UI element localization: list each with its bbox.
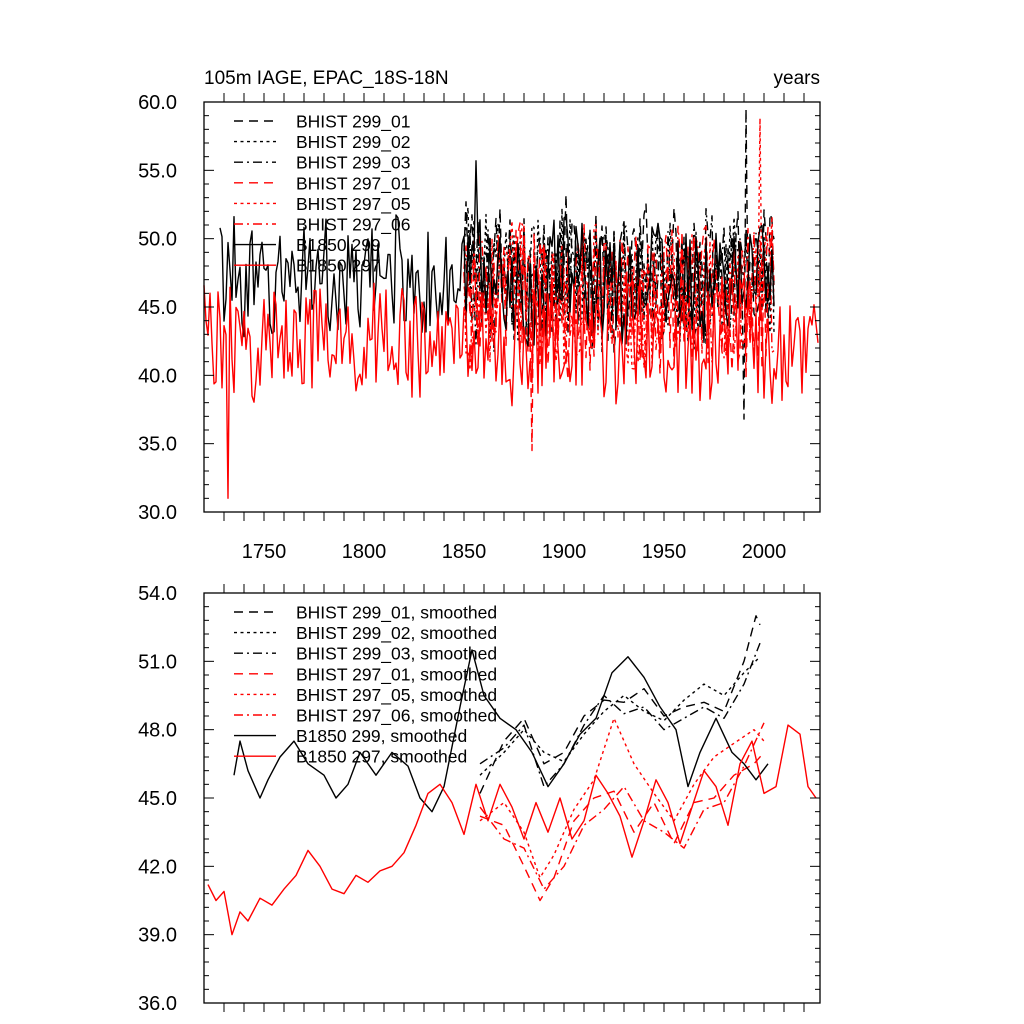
bottom-legend-label: B1850 297, smoothed xyxy=(296,747,467,767)
top-legend-label: BHIST 297_05 xyxy=(296,194,410,215)
bottom-y-tick-label: 48.0 xyxy=(138,720,177,742)
top-y-tick-label: 60.0 xyxy=(138,92,177,114)
bottom-series-bhist-299-01-smoothed xyxy=(479,615,761,794)
top-series-b1850-299 xyxy=(219,160,775,347)
top-legend-label: BHIST 299_03 xyxy=(296,153,410,174)
bottom-series-bhist-299-02-smoothed xyxy=(479,656,761,776)
bottom-series-bhist-297-06-smoothed xyxy=(479,722,765,890)
bottom-series-bhist-299-03-smoothed xyxy=(479,642,761,788)
top-series-bhist-299-03 xyxy=(463,208,775,353)
top-legend-label: B1850 299 xyxy=(296,235,381,255)
bottom-legend-label: BHIST 297_01, smoothed xyxy=(296,664,497,685)
bottom-legend-label: BHIST 299_01, smoothed xyxy=(296,603,497,624)
top-y-tick-label: 35.0 xyxy=(138,434,177,456)
bottom-panel: 36.0 39.0 42.0 45.0 48.0 51.0 54.0 BHIST 299_0… xyxy=(138,583,821,1015)
top-chart-units: years xyxy=(774,68,820,89)
bottom-y-tick-label: 51.0 xyxy=(138,651,177,673)
top-legend-label: BHIST 297_01 xyxy=(296,173,410,194)
bottom-series-b1850-297-smoothed xyxy=(207,724,817,936)
top-x-tick-label: 2000 xyxy=(742,541,787,563)
top-axis-ticks: 30.0 35.0 40.0 45.0 50.0 55.0 60.0 1750 1800 1850… xyxy=(138,92,820,563)
bottom-legend-label: BHIST 299_03, smoothed xyxy=(296,644,497,665)
top-y-tick-label: 45.0 xyxy=(138,297,177,319)
bottom-y-tick-label: 39.0 xyxy=(138,925,177,947)
bottom-axis-ticks: 36.0 39.0 42.0 45.0 48.0 51.0 54.0 xyxy=(138,583,820,1015)
bottom-series-bhist-297-05-smoothed xyxy=(479,717,765,879)
bottom-legend-label: BHIST 297_06, smoothed xyxy=(296,706,497,727)
top-legend-label: BHIST 299_02 xyxy=(296,132,410,153)
bottom-legend-label: BHIST 299_02, smoothed xyxy=(296,623,497,644)
top-legend-label: BHIST 299_01 xyxy=(296,112,410,133)
top-y-tick-label: 30.0 xyxy=(138,502,177,524)
bottom-legend-label: B1850 299, smoothed xyxy=(296,726,467,746)
top-panel: 105m IAGE, EPAC_18S-18N years 30.0 35.0 40… xyxy=(138,68,821,563)
top-chart-title: 105m IAGE, EPAC_18S-18N xyxy=(204,68,449,89)
bottom-legend-label: BHIST 297_05, smoothed xyxy=(296,685,497,706)
top-y-tick-label: 50.0 xyxy=(138,229,177,251)
top-series-bhist-297-05 xyxy=(463,117,775,374)
top-series-b1850-297 xyxy=(203,276,819,499)
bottom-series-b1850-299-smoothed xyxy=(233,649,769,813)
top-y-tick-label: 40.0 xyxy=(138,365,177,387)
bottom-series-layer xyxy=(207,615,817,936)
bottom-y-tick-label: 45.0 xyxy=(138,788,177,810)
top-x-tick-label: 1750 xyxy=(242,541,287,563)
bottom-series-bhist-297-01-smoothed xyxy=(479,751,765,902)
bottom-y-tick-label: 36.0 xyxy=(138,993,177,1015)
top-x-tick-label: 1850 xyxy=(442,541,487,563)
top-x-tick-label: 1950 xyxy=(642,541,687,563)
top-x-tick-label: 1900 xyxy=(542,541,587,563)
top-y-tick-label: 55.0 xyxy=(138,160,177,182)
bottom-y-tick-label: 42.0 xyxy=(138,856,177,878)
top-x-tick-label: 1800 xyxy=(342,541,387,563)
top-series-layer xyxy=(203,108,819,499)
bottom-y-tick-label: 54.0 xyxy=(138,583,177,605)
top-legend-label: B1850 297 xyxy=(296,256,381,276)
top-series-bhist-297-06 xyxy=(463,223,775,369)
top-legend-label: BHIST 297_06 xyxy=(296,215,410,236)
